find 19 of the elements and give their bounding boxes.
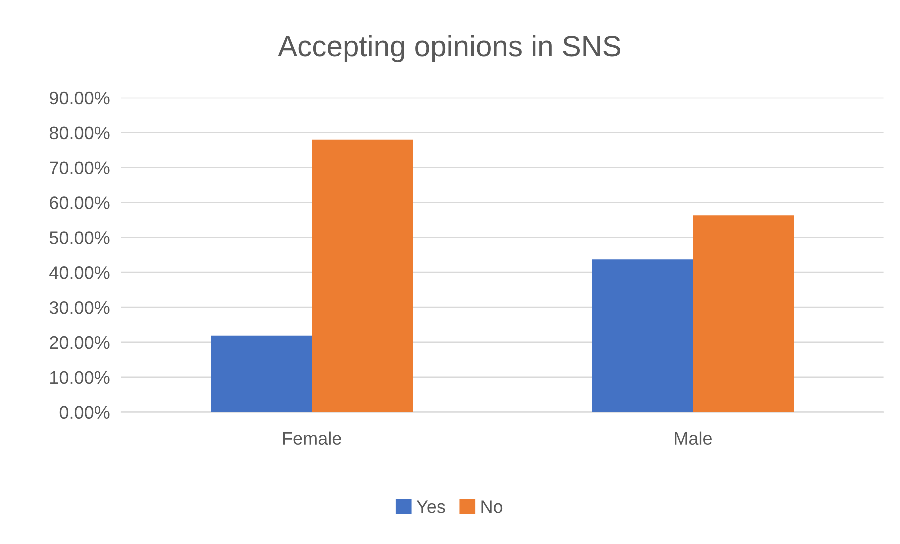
- y-tick-label: 90.00%: [50, 92, 110, 105]
- y-tick-label: 70.00%: [50, 162, 110, 175]
- y-tick-label: 40.00%: [50, 266, 110, 280]
- y-tick-label: 50.00%: [50, 232, 110, 244]
- chart-title: Accepting opinions in SNS: [278, 35, 621, 63]
- y-tick-label: 0.00%: [60, 406, 110, 420]
- y-tick-label: 10.00%: [50, 371, 110, 384]
- legend-label: No: [482, 500, 503, 514]
- bar: [211, 336, 312, 412]
- x-tick-label: Male: [675, 432, 712, 446]
- y-tick-label: 30.00%: [50, 301, 110, 314]
- y-tick-label: 20.00%: [50, 336, 110, 350]
- legend-label: Yes: [416, 500, 446, 514]
- bar: [592, 260, 694, 412]
- x-tick-label: Female: [283, 432, 342, 446]
- y-tick-label: 80.00%: [50, 126, 110, 140]
- y-tick-label: 60.00%: [50, 196, 110, 210]
- bar: [693, 216, 794, 412]
- bar: [312, 140, 414, 412]
